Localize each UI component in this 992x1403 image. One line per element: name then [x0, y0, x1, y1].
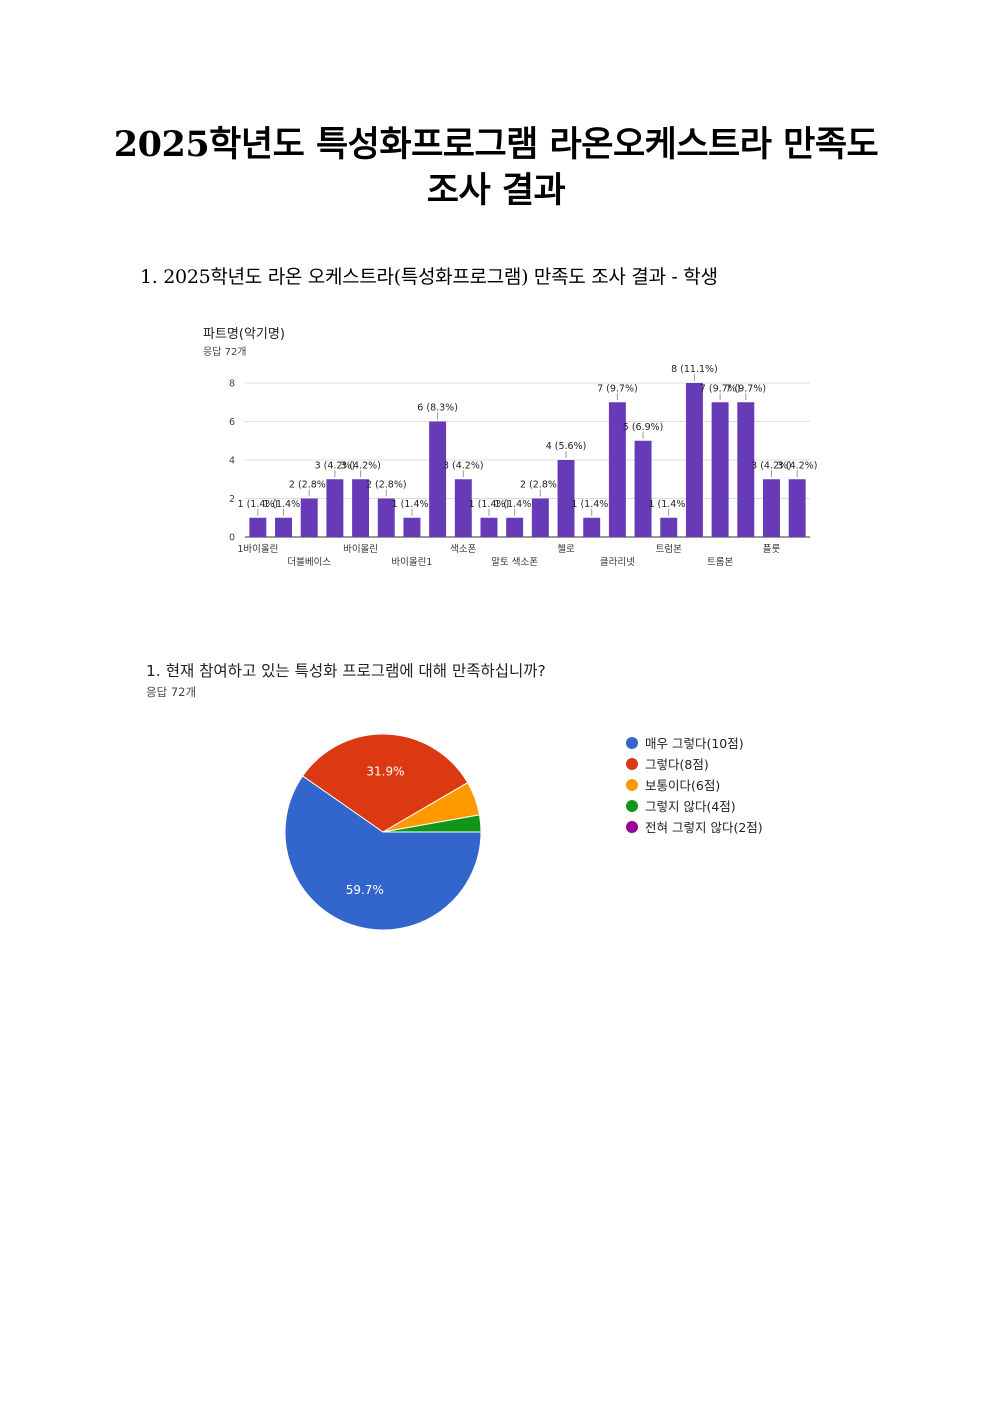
- pie-slice: [284, 775, 482, 931]
- bar-data-label: 2 (2.8%): [366, 480, 407, 491]
- bar-data-label: 5 (6.9%): [623, 422, 664, 433]
- x-category-label: 플룻: [763, 544, 781, 555]
- x-category-label: 바이올린1: [391, 557, 432, 568]
- bar-data-label: 4 (5.6%): [546, 441, 587, 452]
- x-category-label: 트럼본: [656, 543, 682, 555]
- legend-swatch: [626, 820, 638, 833]
- bar-data-label: 7 (9.7%): [597, 383, 638, 394]
- bar-data-label: 3 (4.2%): [751, 460, 792, 471]
- pie-percent-label: 31.9%: [366, 764, 404, 778]
- bar: [454, 479, 472, 537]
- legend-label: 전혀 그렇지 않다(2점): [645, 820, 763, 835]
- bar-data-label: 3 (4.2%): [315, 460, 356, 471]
- bar-data-label: 1 (1.4%): [494, 499, 535, 510]
- legend-item: 보통이다(6점): [626, 774, 763, 795]
- bar-data-label: 2 (2.8%): [520, 480, 561, 491]
- bar: [403, 517, 421, 537]
- bar-chart-title: 파트명(악기명): [203, 327, 285, 342]
- bar: [352, 479, 370, 537]
- legend-label: 보통이다(6점): [645, 778, 721, 793]
- legend-item: 전혀 그렇지 않다(2점): [626, 816, 763, 837]
- bar: [429, 421, 447, 537]
- pie-slice: [382, 814, 482, 833]
- bar: [634, 440, 652, 537]
- x-category-label: 클라리넷: [600, 557, 635, 568]
- bar: [763, 479, 780, 537]
- legend-label: 그렇다(8점): [645, 757, 709, 772]
- bar: [685, 383, 703, 537]
- legend-swatch: [626, 736, 638, 749]
- legend-label: 매우 그렇다(10점): [645, 736, 744, 751]
- y-tick-label: 6: [229, 417, 235, 428]
- bar: [737, 402, 755, 537]
- bar: [788, 479, 806, 537]
- bar-data-label: 7 (9.7%): [700, 383, 741, 394]
- document-title-line-2: 조사 결과: [426, 170, 566, 211]
- legend-label: 그렇지 않다(4점): [645, 799, 736, 814]
- bar: [506, 517, 524, 537]
- bar: [557, 460, 575, 537]
- bar: [249, 517, 267, 537]
- y-tick-label: 8: [229, 379, 235, 390]
- pie-chart-title: 1. 현재 참여하고 있는 특성화 프로그램에 대해 만족하십니까?: [146, 662, 546, 680]
- bar-data-label: 1 (1.4%): [571, 499, 612, 510]
- bar: [326, 479, 344, 537]
- bar-data-label: 1 (1.4%): [263, 499, 304, 510]
- legend-swatch: [626, 757, 638, 770]
- x-category-label: 1바이올린: [237, 544, 278, 555]
- bar-data-label: 2 (2.8%): [289, 480, 330, 491]
- pie-legend: 매우 그렇다(10점) 그렇다(8점) 보통이다(6점) 그렇지 않다(4점) 전혀 그…: [626, 732, 763, 837]
- bar: [711, 402, 729, 537]
- bar-data-label: 1 (1.4%): [469, 499, 510, 510]
- y-tick-label: 0: [229, 533, 235, 544]
- bar-data-label: 1 (1.4%): [392, 499, 433, 510]
- pie-percent-label: 59.7%: [346, 883, 384, 897]
- legend-swatch: [626, 799, 638, 812]
- bar-chart-response-count: 응답 72개: [203, 347, 247, 358]
- pie-chart: 59.7% 31.9%: [284, 733, 482, 931]
- bar-data-label: 1 (1.4%): [648, 499, 689, 510]
- bar: [377, 498, 395, 537]
- y-tick-label: 4: [229, 456, 235, 467]
- x-category-label: 바이올린: [343, 544, 378, 555]
- bar-data-label: 3 (4.2%): [777, 460, 818, 471]
- x-category-label: 트롬본: [707, 557, 733, 568]
- document-title: 2025학년도 특성화프로그램 라온오케스트라 만족도 조사 결과: [0, 122, 992, 214]
- pie-chart-response-count: 응답 72개: [146, 685, 197, 699]
- bar: [660, 517, 678, 537]
- bar: [531, 498, 549, 537]
- y-tick-label: 2: [229, 494, 235, 505]
- bar-data-label: 7 (9.7%): [725, 383, 766, 394]
- bar: [275, 517, 292, 537]
- bar-data-label: 1 (1.4%): [238, 499, 279, 510]
- bar: [480, 517, 498, 537]
- pie-slice: [301, 733, 469, 833]
- bar-data-label: 3 (4.2%): [340, 460, 381, 471]
- legend-item: 매우 그렇다(10점): [626, 732, 763, 753]
- bar: [300, 498, 318, 537]
- section-heading: 1. 2025학년도 라온 오케스트라(특성화프로그램) 만족도 조사 결과 -…: [140, 266, 718, 288]
- bar: [608, 402, 626, 537]
- x-category-label: 색소폰: [450, 544, 476, 555]
- bar-data-label: 8 (11.1%): [671, 364, 718, 375]
- x-category-label: 첼로: [557, 544, 575, 555]
- bar-data-label: 3 (4.2%): [443, 460, 484, 471]
- x-category-label: 알토 색소폰: [491, 557, 538, 568]
- bar-data-label: 6 (8.3%): [417, 403, 458, 414]
- bar: [583, 517, 601, 537]
- document-title-line-1: 2025학년도 특성화프로그램 라온오케스트라 만족도: [113, 124, 879, 165]
- legend-item: 그렇지 않다(4점): [626, 795, 763, 816]
- legend-swatch: [626, 778, 638, 791]
- legend-item: 그렇다(8점): [626, 753, 763, 774]
- x-category-label: 더블베이스: [287, 557, 331, 568]
